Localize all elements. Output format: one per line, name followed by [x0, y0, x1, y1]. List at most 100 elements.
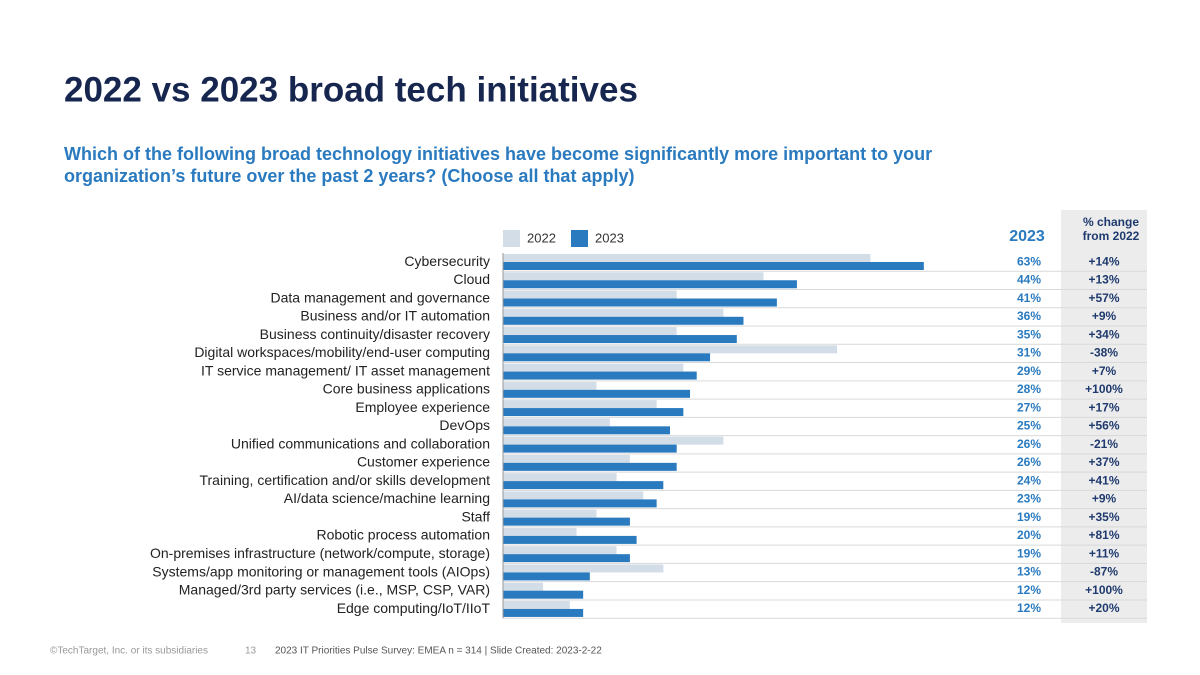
- change-label: +9%: [1092, 309, 1117, 323]
- value-label: 12%: [1017, 601, 1041, 615]
- value-label: 29%: [1017, 364, 1041, 378]
- category-label: AI/data science/machine learning: [284, 490, 490, 506]
- bar: [503, 535, 637, 544]
- bar: [503, 371, 697, 380]
- bar: [503, 254, 871, 262]
- category-label: Cybersecurity: [404, 253, 490, 269]
- change-label: +11%: [1089, 546, 1120, 560]
- change-label: +14%: [1088, 254, 1119, 268]
- bar: [503, 335, 737, 344]
- change-header: % change: [1083, 215, 1139, 229]
- category-label: Training, certification and/or skills de…: [199, 472, 490, 488]
- category-label: Staff: [461, 508, 490, 524]
- bar: [503, 436, 724, 445]
- category-label: Business and/or IT automation: [300, 308, 490, 324]
- bar: [503, 491, 644, 500]
- change-label: +9%: [1092, 492, 1117, 506]
- change-label: +17%: [1088, 400, 1119, 414]
- bar: [503, 454, 630, 463]
- bar: [503, 527, 577, 536]
- change-label: +81%: [1088, 528, 1119, 542]
- category-label: Data management and governance: [271, 289, 491, 305]
- value-label: 13%: [1017, 565, 1041, 579]
- bar: [503, 426, 670, 435]
- bar: [503, 590, 584, 599]
- bar: [503, 444, 677, 453]
- value-label: 44%: [1017, 273, 1041, 287]
- bar: [503, 582, 544, 591]
- legend-swatch: [503, 230, 520, 247]
- value-label: 20%: [1017, 528, 1041, 542]
- change-label: +57%: [1088, 291, 1119, 305]
- change-label: +37%: [1088, 455, 1119, 469]
- category-label: Managed/3rd party services (i.e., MSP, C…: [179, 582, 490, 598]
- subtitle: Which of the following broad technology …: [64, 144, 932, 164]
- bar: [503, 408, 684, 417]
- value-label: 31%: [1017, 346, 1041, 360]
- change-label: +20%: [1088, 601, 1119, 615]
- legend-swatch: [571, 230, 588, 247]
- title: 2022 vs 2023 broad tech initiatives: [64, 70, 638, 109]
- value-label: 36%: [1017, 309, 1041, 323]
- bar: [503, 554, 630, 563]
- change-label: -21%: [1090, 437, 1118, 451]
- value-label: 19%: [1017, 510, 1041, 524]
- bar: [503, 509, 597, 518]
- copyright: ©TechTarget, Inc. or its subsidiaries: [50, 646, 208, 657]
- category-label: On-premises infrastructure (network/comp…: [150, 545, 490, 561]
- value-label: 27%: [1017, 400, 1041, 414]
- bar: [503, 517, 630, 526]
- page-number: 13: [245, 646, 257, 657]
- category-label: Edge computing/IoT/IIoT: [337, 600, 491, 616]
- category-label: Cloud: [453, 271, 490, 287]
- value-label: 26%: [1017, 437, 1041, 451]
- change-column-bg: [1061, 210, 1147, 623]
- bar: [503, 290, 677, 299]
- bar: [503, 316, 744, 325]
- category-label: Employee experience: [355, 399, 490, 415]
- change-label: +41%: [1088, 473, 1119, 487]
- value-label: 25%: [1017, 419, 1041, 433]
- bar: [503, 389, 691, 398]
- value-label: 28%: [1017, 382, 1041, 396]
- change-label: +35%: [1088, 510, 1119, 524]
- bar: [503, 608, 584, 617]
- category-label: Unified communications and collaboration: [231, 435, 490, 451]
- bar: [503, 308, 724, 317]
- bar: [503, 272, 764, 281]
- bar: [503, 499, 657, 508]
- value-label: 23%: [1017, 492, 1041, 506]
- value-label: 19%: [1017, 546, 1041, 560]
- category-label: DevOps: [439, 417, 490, 433]
- change-header: from 2022: [1083, 229, 1140, 243]
- value-label: 63%: [1017, 254, 1041, 268]
- bar: [503, 572, 590, 581]
- category-label: Business continuity/disaster recovery: [260, 326, 490, 342]
- change-label: -38%: [1090, 346, 1118, 360]
- bar: [503, 381, 597, 390]
- change-label: +100%: [1085, 382, 1123, 396]
- bar: [503, 298, 777, 307]
- change-label: +13%: [1088, 273, 1119, 287]
- change-label: -87%: [1090, 565, 1118, 579]
- legend-label: 2023: [595, 230, 624, 245]
- value-label: 12%: [1017, 583, 1041, 597]
- value-label: 24%: [1017, 473, 1041, 487]
- change-label: +34%: [1088, 327, 1119, 341]
- category-label: Robotic process automation: [316, 527, 490, 543]
- bar: [503, 400, 657, 409]
- bar: [503, 564, 664, 573]
- bar: [503, 280, 797, 289]
- bar: [503, 327, 677, 336]
- bar: [503, 353, 711, 362]
- change-label: +7%: [1092, 364, 1117, 378]
- category-label: Digital workspaces/mobility/end-user com…: [194, 344, 490, 360]
- legend-label: 2022: [527, 230, 556, 245]
- value-label: 26%: [1017, 455, 1041, 469]
- bar: [503, 262, 924, 270]
- subtitle: organization’s future over the past 2 ye…: [64, 166, 634, 186]
- bar: [503, 481, 664, 490]
- change-label: +56%: [1088, 419, 1119, 433]
- category-label: IT service management/ IT asset manageme…: [201, 362, 490, 378]
